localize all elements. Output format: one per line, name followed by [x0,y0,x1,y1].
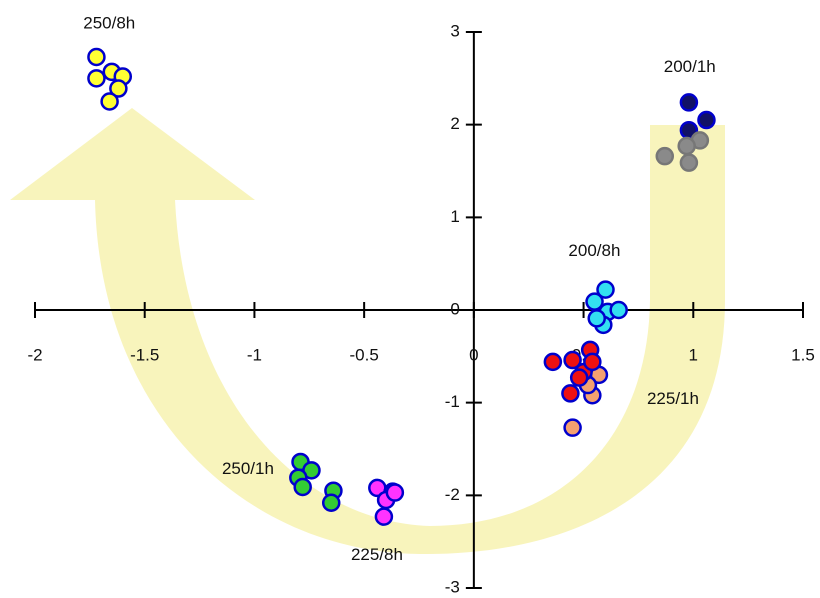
point [655,146,675,166]
point [596,280,615,299]
point [321,493,341,512]
point [609,300,628,320]
point [109,79,128,98]
point [587,309,606,328]
point [293,477,312,497]
point [87,69,106,88]
x-tick-label: -1 [247,345,262,364]
x-tick-label: -2 [27,345,42,364]
point [563,418,582,437]
point [87,47,106,67]
point [385,483,405,502]
point [374,507,394,526]
y-tick-label: 0 [450,299,459,318]
point [563,350,582,370]
cluster-label: 250/1h [222,459,274,478]
y-tick-label: 1 [450,207,459,226]
point [677,136,696,156]
x-tick-label: 1 [689,345,698,364]
point [543,352,563,372]
x-tick-label: -1.5 [130,345,159,364]
cluster-label: 200/1h [664,57,716,76]
cluster-label: 200/8h [568,241,620,260]
y-tick-label: -2 [445,485,460,504]
point [100,92,119,111]
y-tick-label: -1 [445,392,460,411]
point [583,352,602,372]
cluster-label: 225/8h [351,545,403,564]
point [679,93,699,112]
x-tick-label: -0.5 [349,345,378,364]
cluster-label: 250/8h [83,13,135,32]
point [697,110,716,130]
y-tick-label: -3 [445,577,460,596]
point [561,384,580,403]
y-tick-label: 2 [450,114,459,133]
point [569,368,589,387]
trend-arrow [10,108,725,555]
cluster-label: 225/1h [647,389,699,408]
y-tick-label: 3 [450,21,459,40]
x-tick-label: 1.5 [791,345,815,364]
point [679,153,699,172]
x-tick-label: 0 [469,345,478,364]
